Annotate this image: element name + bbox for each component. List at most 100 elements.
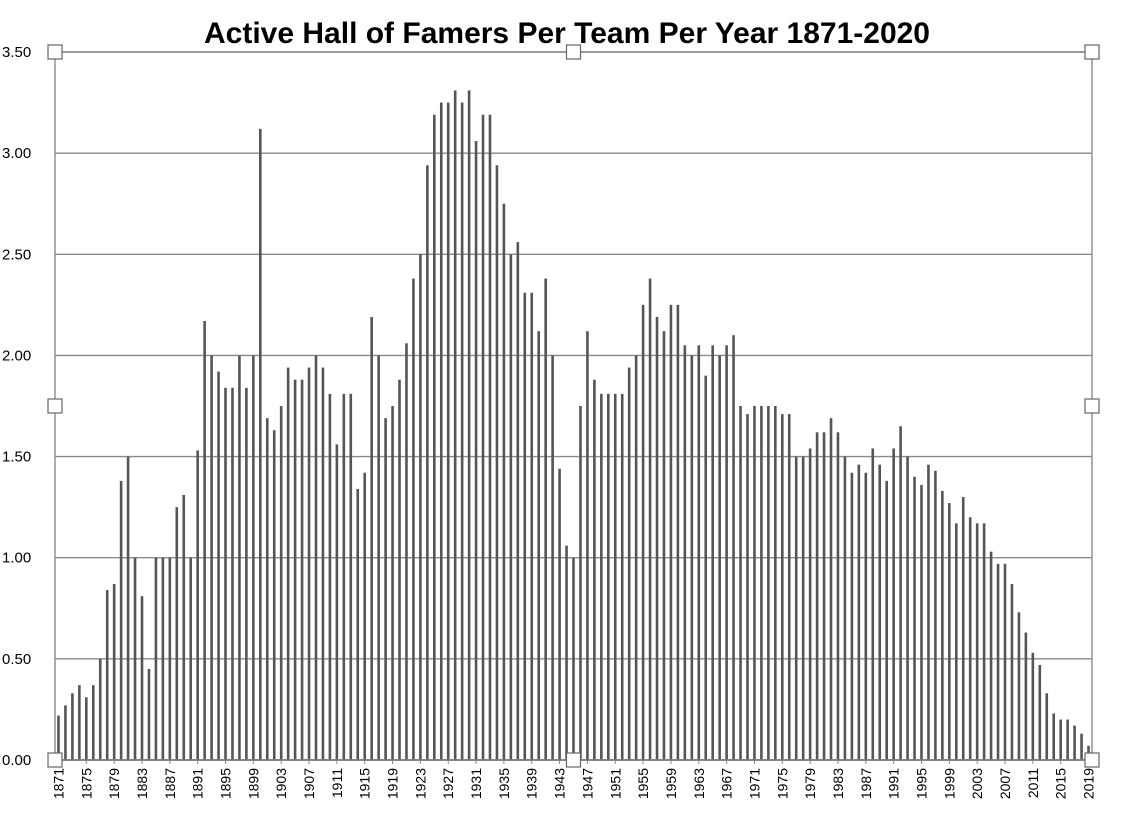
bar [544,278,547,760]
bar [954,523,958,760]
bar [934,470,937,760]
bar [71,693,74,760]
bar [405,343,408,760]
y-tick-label: 1.50 [2,449,31,466]
bar [1010,584,1014,760]
bar [488,114,492,760]
x-tick-label: 2011 [1025,768,1041,798]
x-tick-label: 1923 [412,768,428,799]
resize-handle[interactable] [47,752,63,768]
resize-handle[interactable] [1084,44,1100,60]
bar [98,658,102,760]
bar [91,685,95,760]
bar [586,331,589,760]
bar [780,414,784,760]
x-tick-label: 1907 [301,768,317,799]
selection-handles[interactable] [47,44,1100,768]
bar [620,393,624,760]
x-tick-label: 1879 [106,768,122,799]
bar [906,456,909,760]
bar [293,379,297,760]
bar [1073,725,1076,760]
resize-handle[interactable] [1084,752,1100,768]
bar [370,316,373,760]
resize-handle[interactable] [47,398,63,414]
bar [1080,733,1083,760]
bar [516,242,520,760]
bar [662,331,666,760]
bar [217,371,220,760]
bar [265,418,269,760]
x-tick-label: 1915 [357,768,373,799]
bar [989,551,993,760]
bar [794,456,798,760]
y-tick-label: 0.50 [2,651,31,668]
bar [1052,713,1056,760]
bar [154,557,158,760]
bar [377,355,380,760]
bar [433,114,436,760]
bar [1038,664,1042,760]
bar [328,393,332,760]
x-tick-label: 1983 [830,768,846,799]
bar [732,335,735,760]
bar [871,448,875,760]
x-tick-label: 1991 [886,768,902,799]
bar [739,406,742,760]
x-tick-label: 2019 [1081,768,1097,799]
bar [822,432,826,760]
bar [711,345,714,760]
bar [335,444,339,760]
resize-handle[interactable] [47,44,63,60]
bar [175,507,179,760]
x-tick-label: 2007 [997,768,1013,799]
bar [857,464,861,760]
bar [774,406,777,760]
x-tick-label: 1975 [774,768,790,799]
bar [968,517,972,760]
bar [760,406,763,760]
resize-handle[interactable] [565,752,582,768]
bar [272,430,276,760]
x-tick-label: 1931 [468,768,484,799]
x-tick-label: 1995 [914,768,930,799]
bar [808,448,812,760]
bar [627,367,631,760]
bar [1045,693,1049,760]
bar [161,557,165,760]
bar [189,557,193,760]
bar [245,387,248,760]
bar [64,705,67,760]
bar [286,367,290,760]
bar [112,584,116,760]
x-tick-label: 1979 [802,768,818,799]
bar [439,102,443,760]
resize-handle[interactable] [1084,398,1100,414]
x-tick-label: 1987 [858,768,874,799]
bar [523,292,527,760]
y-tick-label: 1.00 [2,550,31,567]
bar [676,304,680,760]
bar [718,355,721,760]
bar [704,375,708,760]
bar [196,450,199,760]
bar [746,414,749,760]
bar [613,393,617,760]
bar [864,472,868,760]
x-tick-label: 1911 [329,768,345,798]
bar [203,321,206,760]
x-tick-label: 1955 [635,768,651,799]
bar [913,476,916,760]
bar [321,367,325,760]
bar [753,406,756,760]
bar [607,393,610,760]
bar [168,557,172,760]
x-tick-label: 1939 [524,768,540,799]
bar [1066,719,1069,760]
bar [551,355,554,760]
y-tick-label: 2.50 [2,246,31,263]
x-tick-label: 2003 [969,768,985,799]
resize-handle[interactable] [565,44,582,60]
bar [300,379,304,760]
